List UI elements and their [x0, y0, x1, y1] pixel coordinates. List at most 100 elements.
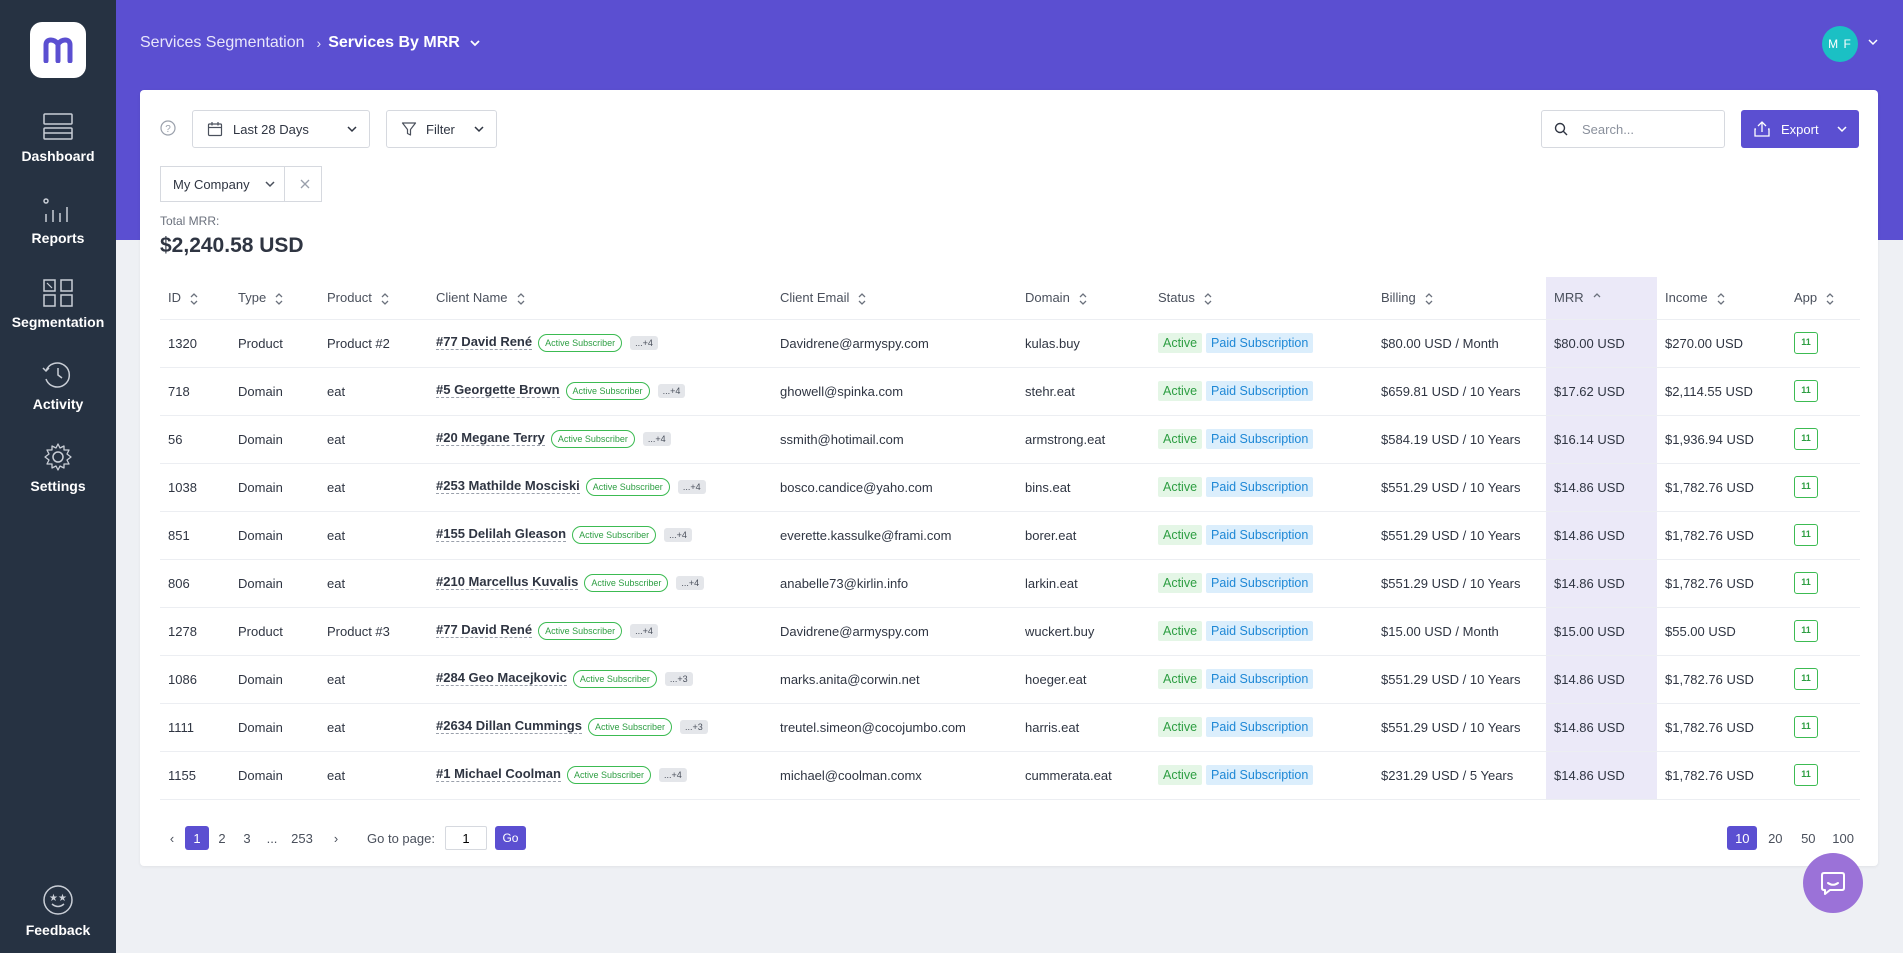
- more-tags-badge[interactable]: ...+4: [657, 384, 686, 398]
- nav-reports[interactable]: Reports: [0, 196, 116, 246]
- more-tags-badge[interactable]: ...+4: [676, 576, 705, 590]
- chevron-down-icon: [265, 181, 275, 188]
- sort-icon[interactable]: [274, 292, 284, 306]
- more-tags-badge[interactable]: ...+4: [630, 336, 658, 350]
- column-header-type[interactable]: Type: [230, 277, 319, 319]
- sort-icon[interactable]: [1716, 292, 1726, 306]
- column-header-product[interactable]: Product: [319, 277, 428, 319]
- sort-icon[interactable]: [1203, 292, 1213, 306]
- client-link[interactable]: #77 David René: [436, 622, 533, 639]
- search-input[interactable]: [1582, 121, 1712, 137]
- more-tags-badge[interactable]: ...+4: [659, 768, 687, 782]
- page-size-50[interactable]: 50: [1801, 830, 1816, 846]
- app-button[interactable]: 11: [1794, 428, 1818, 450]
- app-button[interactable]: 11: [1794, 668, 1818, 690]
- column-header-income[interactable]: Income: [1657, 277, 1786, 319]
- client-link[interactable]: #284 Geo Macejkovic: [436, 670, 567, 687]
- filter-label: Filter: [426, 121, 455, 137]
- date-range-select[interactable]: Last 28 Days: [192, 110, 370, 148]
- filter-button[interactable]: Filter: [386, 110, 497, 148]
- column-header-status[interactable]: Status: [1150, 277, 1373, 319]
- table-row[interactable]: 1111 Domain eat #2634 Dillan Cummings Active…: [160, 702, 1860, 751]
- sort-icon[interactable]: [1424, 292, 1434, 306]
- sort-icon[interactable]: [1078, 292, 1088, 306]
- client-link[interactable]: #210 Marcellus Kuvalis: [436, 574, 579, 591]
- chevron-down-icon[interactable]: [1837, 125, 1847, 133]
- nav-feedback[interactable]: ★★ Feedback: [0, 884, 116, 938]
- search-field[interactable]: [1541, 110, 1725, 148]
- app-button[interactable]: 11: [1794, 524, 1818, 546]
- table-row[interactable]: 1320 Product Product #2 #77 David René Activ…: [160, 318, 1860, 367]
- breadcrumb-services-segmentation[interactable]: Services Segmentation: [140, 34, 305, 51]
- table-row[interactable]: 1155 Domain eat #1 Michael Coolman Active Su…: [160, 750, 1860, 800]
- more-tags-badge[interactable]: ...+4: [630, 624, 658, 638]
- app-button[interactable]: 11: [1794, 380, 1818, 402]
- sort-icon[interactable]: [1825, 292, 1835, 306]
- column-header-domain[interactable]: Domain: [1017, 277, 1150, 319]
- table-row[interactable]: 56 Domain eat #20 Megane Terry Active Subscr…: [160, 414, 1860, 463]
- column-header-mrr[interactable]: MRR: [1546, 277, 1657, 319]
- nav-activity[interactable]: Activity: [0, 360, 116, 412]
- table-row[interactable]: 1038 Domain eat #253 Mathilde Mosciski Activ…: [160, 462, 1860, 511]
- table-row[interactable]: 851 Domain eat #155 Delilah Gleason Active S…: [160, 510, 1860, 559]
- app-logo[interactable]: [30, 22, 86, 78]
- page-size-100[interactable]: 100: [1832, 830, 1854, 846]
- more-tags-badge[interactable]: ...+4: [664, 528, 692, 542]
- page-last[interactable]: 253: [291, 830, 313, 846]
- sort-icon[interactable]: [1592, 292, 1602, 306]
- help-icon[interactable]: ?: [160, 120, 176, 136]
- client-link[interactable]: #155 Delilah Gleason: [436, 526, 567, 543]
- client-link[interactable]: #2634 Dillan Cummings: [436, 718, 582, 735]
- chevron-down-icon[interactable]: [469, 39, 481, 47]
- client-link[interactable]: #1 Michael Coolman: [436, 766, 561, 783]
- prev-page-icon[interactable]: ‹: [169, 830, 175, 846]
- more-tags-badge[interactable]: ...+4: [642, 432, 671, 446]
- more-tags-badge[interactable]: ...+3: [679, 720, 708, 734]
- column-header-billing[interactable]: Billing: [1373, 277, 1546, 319]
- column-header-app[interactable]: App: [1786, 277, 1860, 319]
- upload-icon: [1754, 121, 1770, 137]
- sort-icon[interactable]: [189, 292, 199, 306]
- client-link[interactable]: #253 Mathilde Mosciski: [436, 478, 580, 495]
- table-row[interactable]: 1278 Product Product #3 #77 David René Activ…: [160, 606, 1860, 655]
- next-page-icon[interactable]: ›: [333, 830, 339, 846]
- column-header-id[interactable]: ID: [160, 277, 230, 319]
- company-select[interactable]: My Company: [160, 166, 322, 202]
- page-size-20[interactable]: 20: [1768, 830, 1783, 846]
- goto-page-input[interactable]: [444, 826, 487, 850]
- breadcrumb-current[interactable]: Services By MRR: [328, 34, 460, 51]
- close-icon[interactable]: [298, 177, 312, 191]
- app-button[interactable]: 11: [1794, 764, 1818, 786]
- nav-segmentation[interactable]: Segmentation: [0, 278, 116, 330]
- column-header-email[interactable]: Client Email: [772, 277, 1017, 319]
- app-button[interactable]: 11: [1794, 476, 1818, 498]
- sort-icon[interactable]: [857, 292, 867, 306]
- page-1[interactable]: 1: [185, 826, 209, 850]
- go-button[interactable]: Go: [494, 826, 526, 850]
- more-tags-badge[interactable]: ...+3: [664, 672, 693, 686]
- app-button[interactable]: 11: [1794, 716, 1818, 738]
- page-ellipsis: ...: [266, 830, 278, 846]
- app-button[interactable]: 11: [1794, 620, 1818, 642]
- nav-settings[interactable]: Settings: [0, 442, 116, 494]
- nav-dashboard[interactable]: Dashboard: [0, 112, 116, 164]
- client-link[interactable]: #20 Megane Terry: [436, 430, 545, 447]
- export-button[interactable]: Export: [1741, 110, 1859, 148]
- table-row[interactable]: 806 Domain eat #210 Marcellus Kuvalis Active…: [160, 558, 1860, 607]
- sort-icon[interactable]: [380, 292, 390, 306]
- app-button[interactable]: 11: [1794, 572, 1818, 594]
- client-link[interactable]: #77 David René: [436, 334, 533, 351]
- page-size-10[interactable]: 10: [1727, 826, 1758, 850]
- table-row[interactable]: 718 Domain eat #5 Georgette Brown Active Sub…: [160, 366, 1860, 415]
- app-button[interactable]: 11: [1794, 332, 1818, 354]
- column-header-client[interactable]: Client Name: [428, 277, 772, 319]
- more-tags-badge[interactable]: ...+4: [677, 480, 706, 494]
- avatar[interactable]: M F: [1822, 26, 1858, 62]
- table-row[interactable]: 1086 Domain eat #284 Geo Macejkovic Active S…: [160, 654, 1860, 703]
- page-3[interactable]: 3: [243, 830, 251, 846]
- avatar-chevron-down-icon[interactable]: [1868, 38, 1878, 46]
- page-2[interactable]: 2: [218, 830, 226, 846]
- sort-icon[interactable]: [516, 292, 526, 306]
- client-link[interactable]: #5 Georgette Brown: [436, 382, 560, 399]
- chat-button[interactable]: [1803, 853, 1863, 913]
